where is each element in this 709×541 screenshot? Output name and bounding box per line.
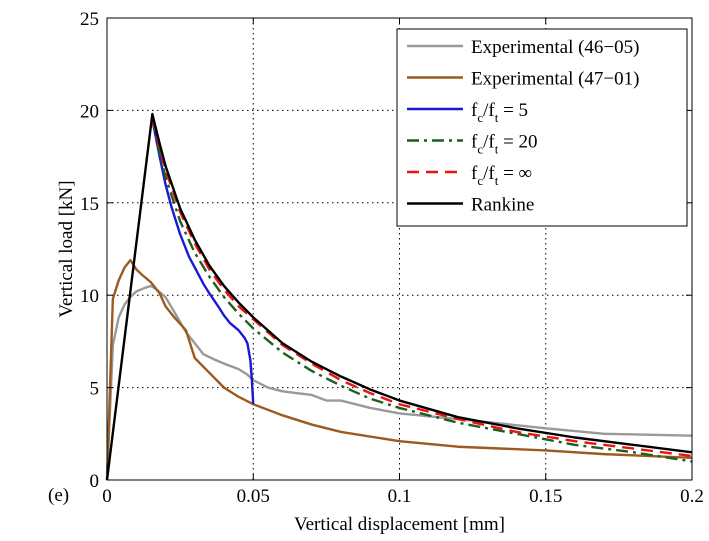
- y-tick-label: 0: [90, 471, 100, 492]
- series-line-5: [151, 117, 693, 458]
- legend-label: fc/ft = 20: [471, 132, 538, 157]
- series-line-6: [105, 112, 693, 481]
- legend-label: fc/ft = 5: [471, 100, 528, 125]
- panel-label: (e): [48, 485, 69, 506]
- x-tick-label: 0.05: [237, 486, 270, 507]
- series-line-2: [105, 258, 693, 481]
- x-tick-label: 0: [102, 486, 112, 507]
- x-tick-label: 0.15: [529, 486, 562, 507]
- y-tick-label: 5: [90, 379, 100, 400]
- legend: Experimental (46−05) Experimental (47−01)…: [396, 28, 688, 227]
- legend-label: Experimental (47−01): [471, 69, 639, 90]
- series-line-1: [105, 284, 693, 481]
- y-tick-label: 15: [80, 194, 99, 215]
- legend-label: Rankine: [471, 195, 534, 216]
- y-tick-label: 20: [80, 101, 99, 122]
- x-tick-label: 0.1: [388, 486, 412, 507]
- y-axis-label: Vertical load [kN]: [56, 180, 77, 317]
- legend-label: fc/ft = ∞: [471, 163, 532, 188]
- legend-box: [396, 28, 688, 227]
- y-tick-label: 25: [80, 9, 99, 30]
- x-tick-label: 0.2: [680, 486, 704, 507]
- series-line-3: [151, 119, 255, 405]
- plot-series: [105, 112, 693, 481]
- x-axis-label: Vertical displacement [mm]: [294, 514, 505, 535]
- series-line-4: [151, 119, 693, 463]
- axis-ticks: 0 0.05 0.1 0.15 0.2 0 5 10 15 20 25: [80, 9, 704, 507]
- legend-label: Experimental (46−05): [471, 37, 639, 58]
- y-tick-label: 10: [80, 286, 99, 307]
